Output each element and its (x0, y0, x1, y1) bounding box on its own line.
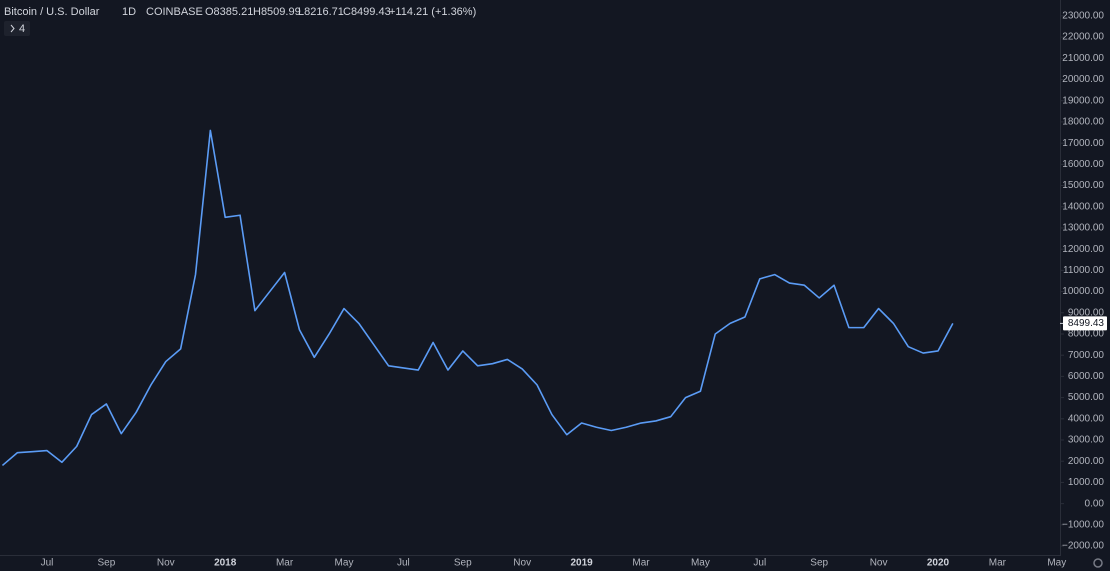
y-tick-label: 0.00 (1085, 498, 1105, 509)
x-tick-label: Sep (98, 558, 116, 569)
y-tick-label: 14000.00 (1062, 201, 1104, 212)
y-tick-label: 11000.00 (1063, 265, 1104, 276)
open: O8385.21 (205, 6, 253, 18)
y-tick-label: 10000.00 (1062, 286, 1104, 297)
exchange: COINBASE (146, 6, 203, 18)
low: L8216.71 (298, 6, 344, 18)
toggle-bg[interactable] (4, 21, 30, 36)
x-tick-label: Mar (989, 558, 1007, 569)
y-tick-label: 21000.00 (1062, 53, 1104, 64)
y-tick-label: 16000.00 (1062, 159, 1104, 170)
y-tick-label: −2000.00 (1062, 541, 1104, 552)
y-tick-label: 5000.00 (1068, 392, 1105, 403)
y-tick-label: 8000.00 (1068, 329, 1105, 340)
y-tick-label: 19000.00 (1062, 95, 1104, 106)
y-tick-label: 4000.00 (1068, 413, 1105, 424)
gear[interactable] (1093, 558, 1103, 568)
y-tick-label: 7000.00 (1068, 350, 1105, 361)
y-tick-label: 20000.00 (1062, 74, 1104, 85)
x-tick-label: Mar (276, 558, 294, 569)
price-line (1, 129, 954, 467)
settings-icon[interactable] (1093, 558, 1103, 568)
x-tick-label: May (691, 558, 710, 569)
y-tick-label: 12000.00 (1062, 244, 1104, 255)
y-tick-label: 15000.00 (1062, 180, 1104, 191)
indicator-count[interactable]: 4 (19, 23, 25, 35)
y-tick-label: −1000.00 (1062, 519, 1104, 530)
x-tick-label: Nov (513, 558, 531, 569)
y-tick-label: 22000.00 (1062, 32, 1104, 43)
last-price-label: 8499.43 (1068, 318, 1105, 329)
x-tick-label: May (335, 558, 354, 569)
y-tick-label: 6000.00 (1068, 371, 1105, 382)
x-tick-label: Jul (41, 558, 54, 569)
y-tick-label: 13000.00 (1062, 223, 1104, 234)
x-tick-label: May (1047, 558, 1066, 569)
x-tick-label: Nov (157, 558, 175, 569)
y-tick-label: 1000.00 (1068, 477, 1105, 488)
y-tick-label: 9000.00 (1068, 307, 1105, 318)
indicators-toggle[interactable]: 4 (4, 21, 30, 36)
high: H8509.99 (253, 6, 301, 18)
x-tick-label: Sep (810, 558, 828, 569)
symbol[interactable]: Bitcoin / U.S. Dollar (4, 6, 100, 18)
x-tick-label: Jul (753, 558, 766, 569)
y-tick-label: 3000.00 (1068, 435, 1105, 446)
x-tick-label: Sep (454, 558, 472, 569)
last-price-box (1063, 316, 1107, 331)
x-tick-label: Nov (870, 558, 888, 569)
x-tick-label: 2018 (214, 558, 237, 569)
x-tick-label: 2020 (927, 558, 950, 569)
y-tick-label: 23000.00 (1062, 11, 1104, 22)
change: +114.21 (+1.36%) (389, 6, 476, 18)
x-tick-label: Jul (397, 558, 410, 569)
interval[interactable]: 1D (122, 6, 136, 18)
y-tick-label: 2000.00 (1068, 456, 1105, 467)
y-tick-label: 18000.00 (1062, 117, 1104, 128)
x-tick-label: 2019 (570, 558, 593, 569)
chevron[interactable] (10, 24, 15, 33)
y-tick-label: 17000.00 (1062, 138, 1104, 149)
close: C8499.43 (343, 6, 391, 18)
x-tick-label: Mar (632, 558, 650, 569)
